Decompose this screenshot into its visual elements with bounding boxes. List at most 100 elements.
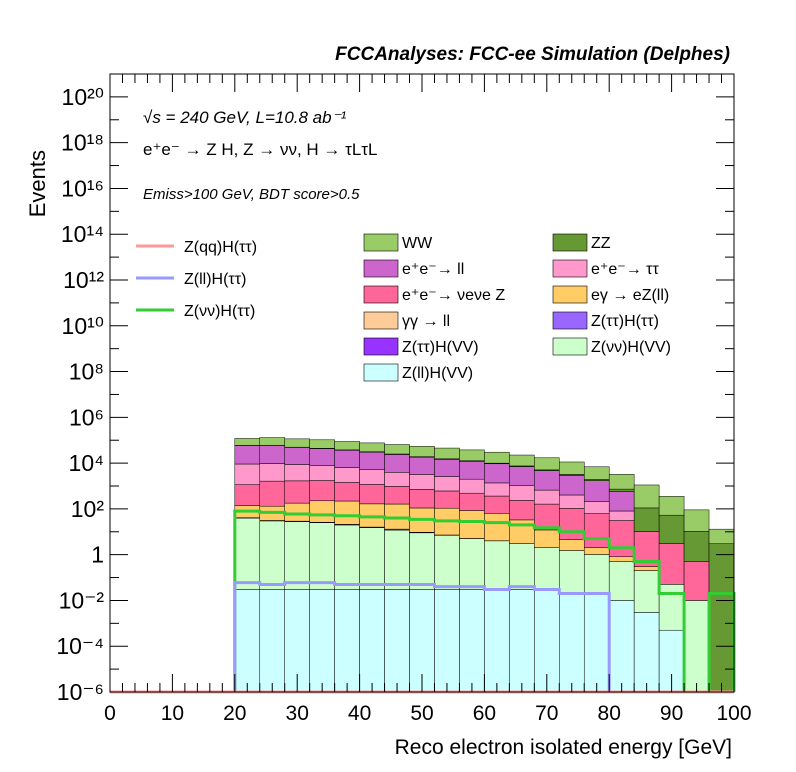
bar-z-ll-h-vv- [559,593,585,693]
bar-e-e-ll [309,448,335,466]
legend-label: Z(ττ)H(ττ) [591,313,659,330]
bar-z-h-vv- [384,529,410,590]
x-tick-label: 20 [223,702,246,725]
y-tick-label: 10¹⁴ [61,221,104,247]
bar-e-e- [359,469,385,485]
bar-e-e-ll [608,491,635,512]
bar-e-e- [509,485,535,501]
bar-e-ez-ll- [459,510,485,539]
bar-z-ll-h-vv- [633,612,660,693]
bar-ww [459,449,485,461]
bar-ww [509,454,535,467]
bar-e-e- [534,489,560,505]
y-tick-label: 10² [71,496,105,522]
bar-ww [633,484,660,509]
x-tick-label: 50 [410,702,433,725]
bar-z-h-vv- [534,547,560,590]
bar-z-ll-h-vv- [359,589,385,693]
bar-z-h-vv- [583,554,610,594]
x-axis-label: Reco electron isolated energy [GeV] [395,736,732,759]
legend-label: e⁺e⁻→ νeνe Z [402,287,505,304]
annotation-energy-lumi: √s = 240 GeV, L=10.8 ab⁻¹ [143,108,347,127]
bar-e-e-ll [234,445,261,465]
legend-swatch [552,337,588,356]
bar-z-ll-h-vv- [384,589,410,693]
bar-e-e-ll [409,456,435,475]
annotation-selection: Emiss>100 GeV, BDT score>0.5 [143,186,360,203]
bar-e-e-ll [284,447,310,465]
y-tick-label: 10⁻⁴ [56,633,104,659]
bar-z-ll-h-vv- [608,600,635,693]
bar-e-e- [409,474,435,490]
bar-z-h-vv- [484,540,510,590]
bar-ww [484,451,510,464]
bar-z-ll-h-vv- [434,589,460,693]
bar-ww [384,444,410,455]
y-tick-label: 10⁸ [69,359,104,385]
y-tick-label: 10²⁰ [62,84,104,110]
bar-e-ez-ll- [484,513,510,541]
legend-swatch [363,285,399,304]
legend-signal: Z(qq)H(ττ) Z(ll)H(ττ) Z(νν)H(ττ) [136,239,257,320]
line-z-h- [110,509,736,694]
legend-label: Z(ll)H(ττ) [184,271,246,288]
legend-label: e⁺e⁻→ ll [402,261,464,278]
bar-z-h-vv- [234,517,261,590]
bar-e-e-e-e-z [309,480,335,502]
legend-label: ZZ [591,235,611,252]
legend-label: Z(ττ)H(VV) [402,339,479,356]
bar-e-e- [459,478,485,494]
bar-e-e- [234,463,261,485]
bar-e-ez-ll- [534,529,560,548]
bar-z-ll-h-vv- [309,589,335,693]
bar-ww [658,496,685,516]
bar-ww [409,446,435,457]
bar-ww [608,474,635,490]
bar-z-h-vv- [359,527,385,590]
bar-z-h-vv- [509,543,535,590]
bar-z-h-vv- [683,600,710,693]
y-tick-label: 10⁴ [69,450,104,476]
bar-e-e-ll [384,454,410,473]
bar-e-e-ll [334,450,360,468]
stacked-histogram [234,437,735,693]
bar-e-e- [309,465,335,481]
bar-e-e- [434,476,460,492]
bar-e-e- [384,472,410,487]
y-axis-ticks: 10⁻⁶ 10⁻⁴ 10⁻² 1 10² 10⁴ 10⁶ 10⁸ 10¹⁰ 10¹² 10¹⁴ 10¹… [56,84,734,705]
legend-label: Z(ll)H(VV) [402,365,473,382]
legend-swatch [363,311,399,330]
bar-e-e-ll [534,470,560,491]
legend-swatch [552,259,588,278]
bar-z-h-vv- [608,561,635,601]
bar-z-h-vv- [409,532,435,590]
bar-e-e-e-e-z [559,508,585,540]
legend-swatch [552,233,588,252]
bar-zz [608,488,635,492]
legend-background: WW ZZ e⁺e⁻→ ll e⁺e⁻→ ττ e⁺e⁻→ νeνe Z eγ → eZ(… [363,233,671,382]
bar-e-e-e-e-z [509,500,535,521]
bar-z-ll-h-vv- [259,589,285,693]
bar-z-h-vv- [434,535,460,590]
bar-e-e-e-e-z [658,543,685,585]
bar-e-e-e-e-z [459,492,485,511]
bar-e-ez-ll- [559,539,585,551]
bar-z-ll-h-vv- [484,589,510,693]
bar-e-ez-ll- [309,500,335,523]
bar-e-e-ll [583,480,610,502]
bar-e-e-e-e-z [608,520,635,558]
x-tick-label: 0 [104,702,116,725]
bar-e-e-e-e-z [359,484,385,505]
y-tick-label: 10¹⁰ [62,313,104,339]
bar-e-e-ll [359,451,385,470]
bar-z-h-vv- [658,584,685,631]
bar-z-ll-h-vv- [234,589,261,693]
x-tick-label: 30 [286,702,309,725]
bar-ww [234,438,261,446]
bar-e-e-ll [259,445,285,464]
bar-e-ez-ll- [334,500,360,525]
legend-label: eγ → eZ(ll) [591,287,669,304]
y-tick-label: 10⁻² [59,587,105,613]
legend-label: γγ → ll [402,313,450,330]
y-tick-label: 10¹² [63,267,104,293]
